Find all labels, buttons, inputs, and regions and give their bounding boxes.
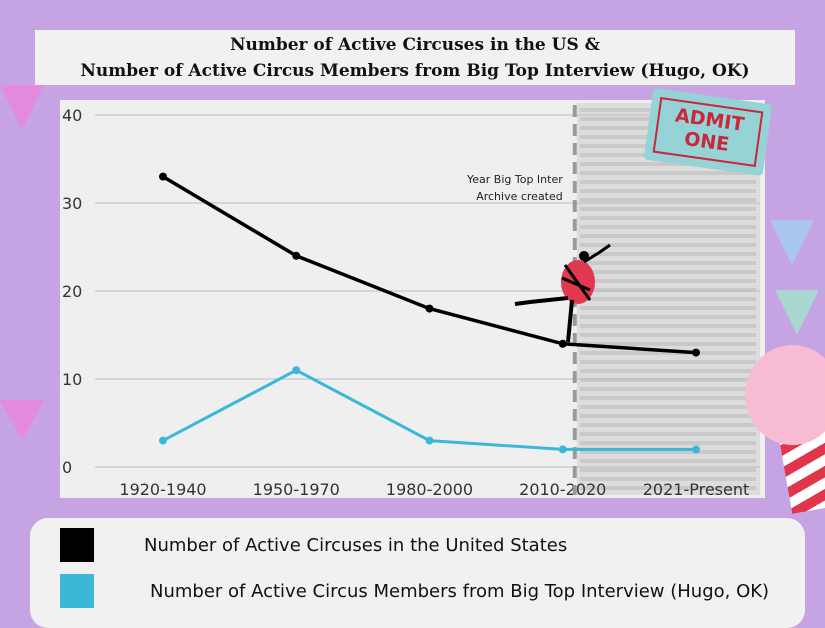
x-tick-label: 1950-1970 — [253, 480, 340, 499]
stripe — [580, 342, 756, 346]
stripe — [580, 162, 756, 166]
stripe — [580, 468, 756, 472]
x-tick-label: 2021-Present — [643, 480, 750, 499]
legend-swatch — [60, 528, 94, 562]
data-point — [692, 348, 700, 357]
data-point — [292, 251, 301, 260]
stripe — [580, 198, 756, 202]
stripe — [580, 207, 756, 211]
stripe — [580, 225, 756, 229]
stripe — [580, 306, 756, 310]
stripe — [580, 387, 756, 391]
stripe — [580, 450, 756, 454]
chart-title: Number of Active Circuses in the US & Nu… — [35, 30, 795, 85]
stripe — [580, 432, 756, 436]
legend-label: Number of Active Circus Members from Big… — [150, 580, 770, 602]
legend-item-members: Number of Active Circus Members from Big… — [60, 574, 769, 608]
stripe — [580, 252, 756, 256]
title-line-2: Number of Active Circus Members from Big… — [80, 61, 750, 81]
bunting-flag — [775, 290, 819, 335]
stripe — [580, 441, 756, 445]
data-point — [425, 436, 434, 445]
stripe — [580, 477, 756, 481]
legend-label: Number of Active Circuses in the United … — [144, 534, 568, 556]
y-tick-label: 40 — [62, 106, 82, 125]
bunting-flag — [0, 400, 44, 440]
data-point — [159, 172, 167, 181]
data-point — [558, 445, 567, 454]
bunting-flag — [770, 220, 814, 265]
data-point — [292, 366, 301, 375]
data-point — [425, 304, 434, 313]
stripe — [580, 459, 756, 463]
stripe — [580, 270, 756, 274]
x-tick-label: 2010-2020 — [519, 480, 606, 499]
stripe — [580, 234, 756, 238]
bunting-flag — [0, 85, 44, 130]
x-tick-label: 1980-2000 — [386, 480, 473, 499]
tightrope-walker-figure — [514, 243, 611, 343]
legend-item-circuses: Number of Active Circuses in the United … — [60, 528, 567, 562]
stripe — [580, 486, 756, 490]
stripe — [580, 396, 756, 400]
stripe — [580, 333, 756, 337]
stripe — [580, 414, 756, 418]
stripe — [580, 261, 756, 265]
stripe — [580, 369, 756, 373]
stripe — [580, 288, 756, 292]
stripe — [580, 297, 756, 301]
stripe — [580, 180, 756, 184]
y-tick-label: 30 — [62, 194, 82, 213]
data-point — [558, 339, 567, 348]
stripe — [580, 405, 756, 409]
stripe — [580, 360, 756, 364]
legend-swatch — [60, 574, 94, 608]
data-point — [159, 436, 167, 445]
y-tick-label: 0 — [62, 458, 72, 477]
stripe — [580, 189, 756, 193]
stripe — [580, 423, 756, 427]
stripe — [580, 243, 756, 247]
stripe — [580, 378, 756, 382]
annotation-text: Year Big Top Inter — [466, 173, 563, 186]
legend: Number of Active Circuses in the United … — [30, 518, 805, 628]
stripe — [580, 351, 756, 355]
cotton-candy — [745, 345, 825, 445]
data-point — [692, 445, 700, 454]
x-tick-label: 1920-1940 — [119, 480, 206, 499]
stripe — [580, 324, 756, 328]
y-tick-label: 20 — [62, 282, 82, 301]
annotation-text: Archive created — [476, 190, 563, 203]
y-tick-label: 10 — [62, 370, 82, 389]
stripe — [580, 216, 756, 220]
stripe — [580, 315, 756, 319]
title-line-1: Number of Active Circuses in the US & — [229, 35, 601, 55]
stripe — [580, 171, 756, 175]
stripe — [580, 279, 756, 283]
